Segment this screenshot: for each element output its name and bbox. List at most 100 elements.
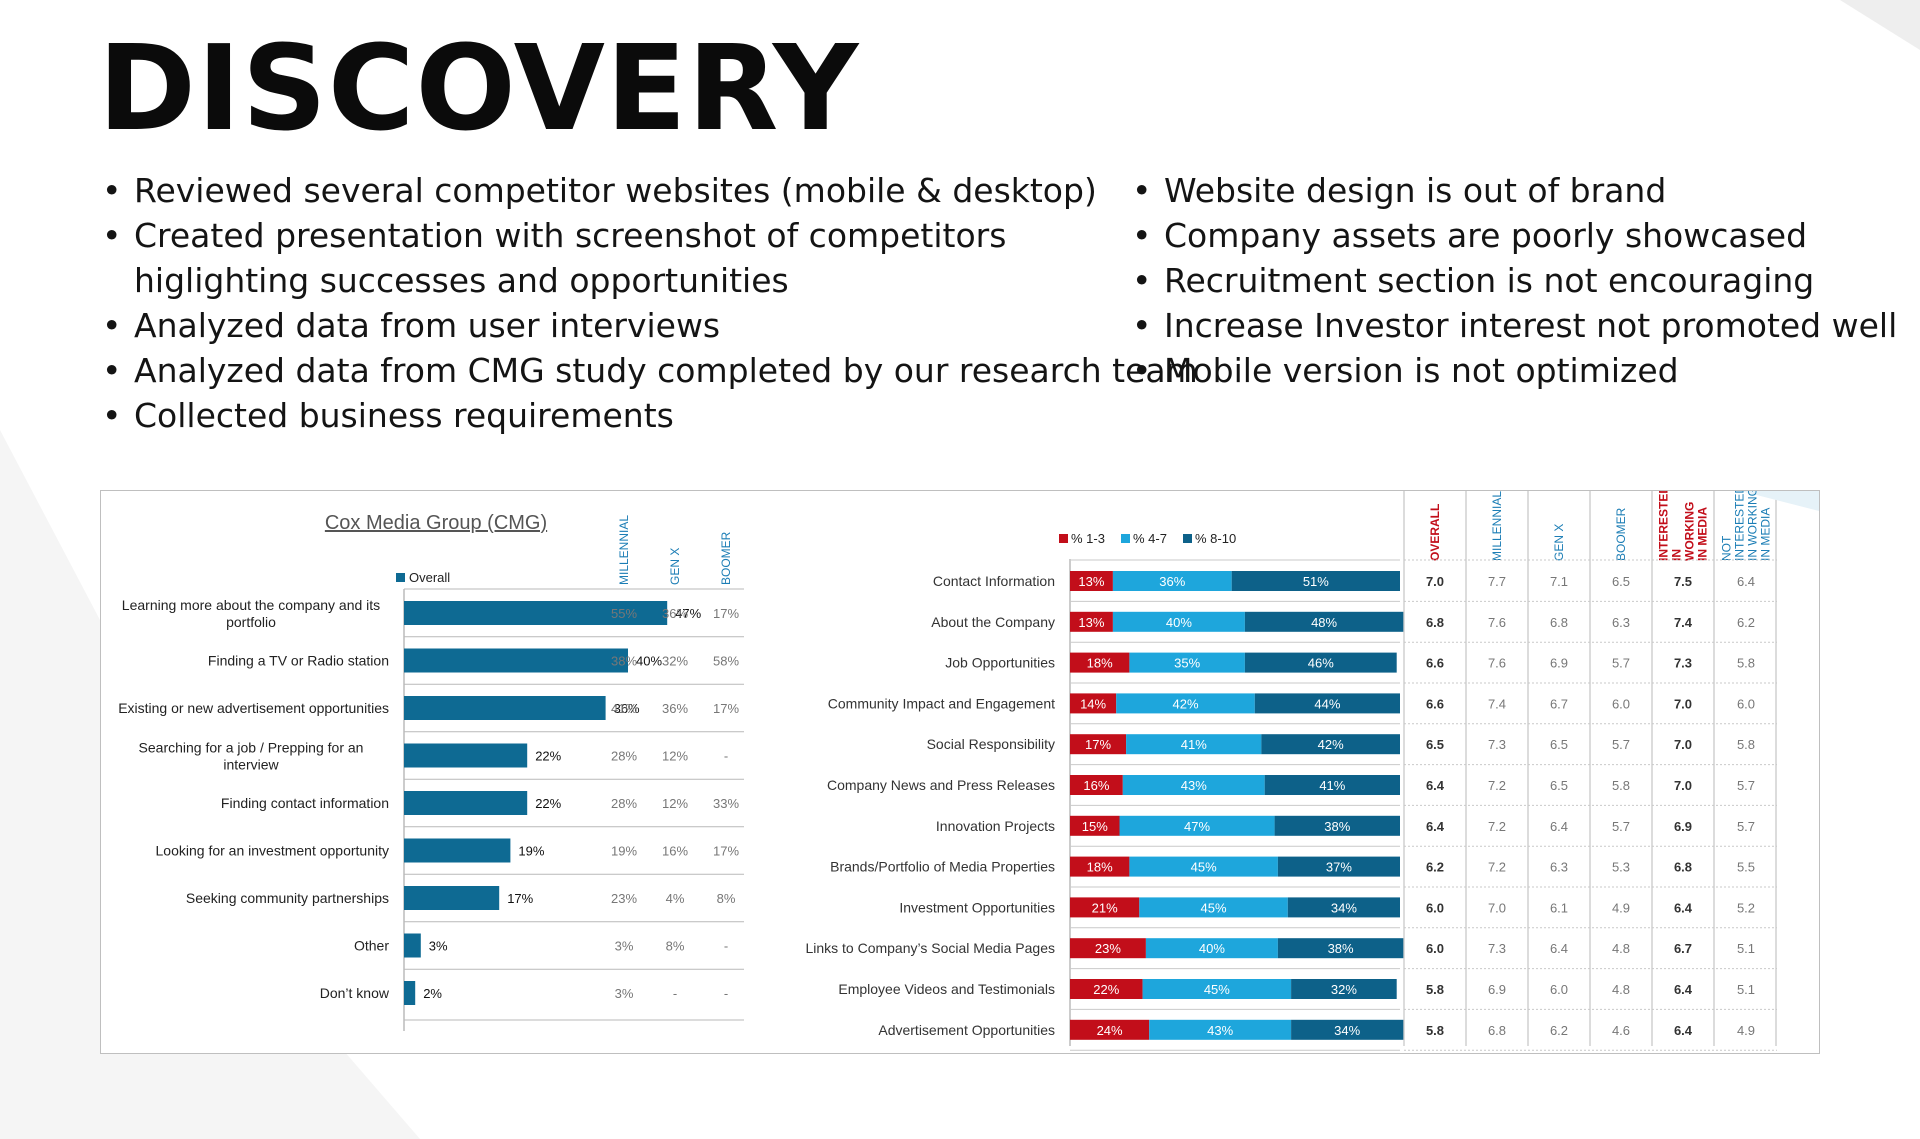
finding-left-item: Created presentation with screenshot of … xyxy=(98,213,1198,303)
stacked-bar-segment xyxy=(1277,856,1400,877)
finding-left-item: Analyzed data from CMG study completed b… xyxy=(98,348,1198,393)
table-cell: 6.0 xyxy=(1426,900,1444,915)
table-cell: 7.0 xyxy=(1488,900,1506,915)
table-cell: 8% xyxy=(717,891,736,906)
table-cell: 19% xyxy=(611,844,637,859)
stacked-bar-segment xyxy=(1264,775,1400,795)
bar-value-label: 19% xyxy=(518,844,544,859)
bar-value-label: 3% xyxy=(429,939,448,954)
finding-right-item: Recruitment section is not encouraging xyxy=(1128,258,1897,303)
segment-value-label: 43% xyxy=(1181,778,1207,793)
table-cell: 6.8 xyxy=(1426,615,1444,630)
stacked-bar-segment xyxy=(1112,611,1245,632)
table-cell: 7.5 xyxy=(1674,574,1692,589)
table-cell: 5.1 xyxy=(1737,982,1755,997)
legend-label: % 4-7 xyxy=(1133,531,1167,546)
segment-value-label: 38% xyxy=(1324,819,1350,834)
table-cell: 7.0 xyxy=(1674,696,1692,711)
category-label: Social Responsibility xyxy=(927,736,1055,752)
research-charts-svg: Cox Media Group (CMG) Overall MILLENNIAL GE… xyxy=(118,491,1819,1051)
table-cell: 4.9 xyxy=(1612,900,1630,915)
category-label: Finding contact information xyxy=(221,795,389,811)
column-header: INTERESTED xyxy=(1733,491,1747,561)
finding-right-item: Website design is out of brand xyxy=(1128,168,1897,213)
stacked-bar-segment xyxy=(1291,979,1397,999)
category-label: Finding a TV or Radio station xyxy=(208,653,389,669)
table-cell: 6.4 xyxy=(1426,819,1445,834)
table-cell: 6.4 xyxy=(1426,778,1445,793)
segment-value-label: 23% xyxy=(1095,941,1121,956)
table-cell: 17% xyxy=(713,606,739,621)
finding-left-item: Analyzed data from user interviews xyxy=(98,303,1198,348)
table-cell: 36% xyxy=(662,606,688,621)
table-cell: 6.4 xyxy=(1674,1023,1693,1038)
table-cell: 4.8 xyxy=(1612,982,1630,997)
table-cell: 7.6 xyxy=(1488,615,1506,630)
column-header: IN xyxy=(1670,549,1684,561)
segment-value-label: 15% xyxy=(1082,819,1108,834)
stacked-bar-segment xyxy=(1274,815,1400,836)
stacked-bar-segment xyxy=(1122,775,1265,795)
bar-value-label: 22% xyxy=(535,749,561,764)
legend-label: Overall xyxy=(409,570,450,585)
table-cell: 58% xyxy=(713,654,739,669)
segment-value-label: 24% xyxy=(1097,1023,1123,1038)
segment-value-label: 42% xyxy=(1318,737,1344,752)
table-cell: 6.4 xyxy=(1550,819,1568,834)
segment-value-label: 40% xyxy=(1166,615,1192,630)
table-cell: 7.3 xyxy=(1674,656,1692,671)
table-cell: 7.2 xyxy=(1488,778,1506,793)
segment-value-label: 17% xyxy=(1085,737,1111,752)
finding-right-item: Increase Investor interest not promoted … xyxy=(1128,303,1897,348)
table-cell: 6.6 xyxy=(1426,656,1444,671)
segment-value-label: 16% xyxy=(1083,778,1109,793)
table-cell: 23% xyxy=(611,891,637,906)
segment-value-label: 36% xyxy=(1159,574,1185,589)
bar-value-label: 47% xyxy=(675,606,701,621)
bar xyxy=(404,791,528,815)
finding-right-item: Company assets are poorly showcased xyxy=(1128,213,1897,258)
bar-value-label: 36% xyxy=(614,701,640,716)
table-cell: 8% xyxy=(666,939,685,954)
table-cell: 7.4 xyxy=(1488,696,1506,711)
finding-right-item: Mobile version is not optimized xyxy=(1128,348,1897,393)
bar-value-label: 22% xyxy=(535,796,561,811)
category-label: Existing or new advertisement opportunit… xyxy=(118,700,389,716)
category-label: Company News and Press Releases xyxy=(827,777,1055,793)
finding-left-item-text: Created presentation with screenshot of … xyxy=(134,216,1007,255)
segment-value-label: 40% xyxy=(1199,941,1225,956)
column-header: IN MEDIA xyxy=(1759,508,1773,561)
category-label: Brands/Portfolio of Media Properties xyxy=(830,859,1055,875)
segment-value-label: 34% xyxy=(1331,900,1357,915)
research-charts-panel: Cox Media Group (CMG) Overall MILLENNIAL GE… xyxy=(100,490,1820,1054)
category-label: Contact Information xyxy=(933,573,1055,589)
table-cell: 5.8 xyxy=(1737,656,1755,671)
stacked-bar-segment xyxy=(1116,693,1255,714)
table-cell: 32% xyxy=(662,654,688,669)
bar-value-label: 17% xyxy=(507,891,533,906)
category-label: Other xyxy=(354,938,389,954)
stacked-bar-segment xyxy=(1244,652,1397,673)
stacked-bar-segment xyxy=(1244,611,1404,632)
table-cell: 4.9 xyxy=(1737,1023,1755,1038)
table-cell: 7.2 xyxy=(1488,819,1506,834)
stacked-bar-segment xyxy=(1070,979,1143,999)
segment-value-label: 34% xyxy=(1334,1023,1360,1038)
segment-value-label: 44% xyxy=(1314,696,1340,711)
column-header: IN WORKING xyxy=(1746,491,1760,561)
finding-right-item-text: Website design is out of brand xyxy=(1164,171,1667,210)
stacked-bar-segment xyxy=(1287,897,1400,918)
table-cell: 5.3 xyxy=(1612,860,1630,875)
column-header: MILLENNIAL xyxy=(1490,491,1504,561)
stacked-bar-segment xyxy=(1145,938,1278,959)
finding-left-item: Reviewed several competitor websites (mo… xyxy=(98,168,1198,213)
finding-left-item-text: Analyzed data from user interviews xyxy=(134,306,721,345)
stacked-bar-segment xyxy=(1070,734,1127,755)
bar-value-label: 40% xyxy=(636,654,662,669)
table-cell: 33% xyxy=(713,796,739,811)
bar xyxy=(404,838,511,863)
stacked-bar-segment xyxy=(1119,815,1275,836)
segment-value-label: 48% xyxy=(1311,615,1337,630)
stacked-bar-segment xyxy=(1070,693,1117,714)
table-cell: 6.3 xyxy=(1550,860,1568,875)
